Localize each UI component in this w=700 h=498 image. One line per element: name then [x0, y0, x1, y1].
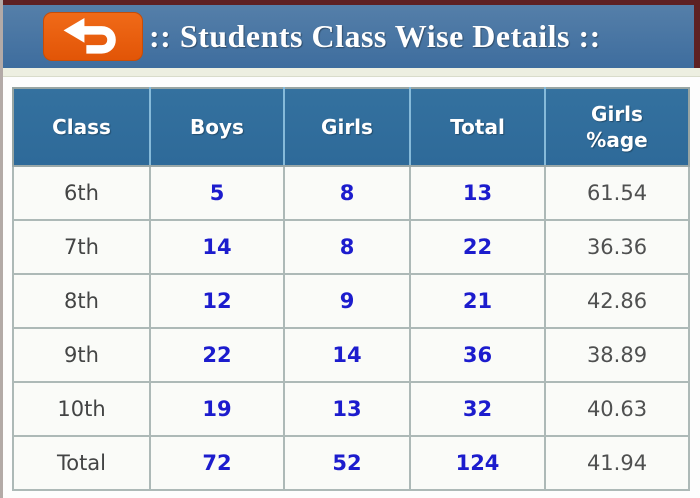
girls-pct-cell: 40.63	[544, 381, 690, 437]
total-cell: 21	[409, 273, 546, 329]
divider-strip	[3, 68, 700, 77]
back-arrow-icon	[62, 17, 124, 56]
girls-cell: 9	[283, 273, 411, 329]
students-table: Class Boys Girls Total Girls %age 6th 5 …	[12, 87, 690, 491]
class-cell: 7th	[12, 219, 151, 275]
total-cell: 32	[409, 381, 546, 437]
column-header-total: Total	[409, 88, 546, 167]
boys-cell: 72	[149, 435, 285, 491]
top-maroon-bar	[3, 0, 700, 5]
class-cell: 10th	[12, 381, 151, 437]
girls-cell: 52	[283, 435, 411, 491]
girls-pct-cell: 36.36	[544, 219, 690, 275]
table-header-row: Class Boys Girls Total Girls %age	[13, 88, 689, 167]
class-cell: 6th	[12, 165, 151, 221]
page-title: :: Students Class Wise Details ::	[149, 18, 601, 54]
class-cell: 8th	[12, 273, 151, 329]
girls-pct-cell: 41.94	[544, 435, 690, 491]
total-cell: 124	[409, 435, 546, 491]
total-cell: 22	[409, 219, 546, 275]
total-cell: 36	[409, 327, 546, 383]
total-cell: 13	[409, 165, 546, 221]
column-header-girls: Girls	[283, 88, 411, 167]
girls-pct-cell: 61.54	[544, 165, 690, 221]
column-header-girls-pct: Girls %age	[544, 88, 689, 167]
back-button[interactable]	[43, 12, 143, 61]
class-cell: Total	[12, 435, 151, 491]
girls-pct-cell: 42.86	[544, 273, 690, 329]
girls-cell: 8	[283, 219, 411, 275]
girls-cell: 13	[283, 381, 411, 437]
boys-cell: 14	[149, 219, 285, 275]
header-bar: :: Students Class Wise Details ::	[3, 5, 700, 68]
column-header-girls-pct-label: Girls %age	[586, 102, 648, 152]
girls-pct-cell: 38.89	[544, 327, 690, 383]
girls-cell: 14	[283, 327, 411, 383]
boys-cell: 19	[149, 381, 285, 437]
table-row: 6th 5 8 13 61.54	[12, 165, 690, 221]
column-header-boys: Boys	[149, 88, 285, 167]
boys-cell: 22	[149, 327, 285, 383]
class-cell: 9th	[12, 327, 151, 383]
column-header-class: Class	[13, 88, 151, 167]
table-row: 7th 14 8 22 36.36	[12, 219, 690, 275]
table-row: 10th 19 13 32 40.63	[12, 381, 690, 437]
table-row: 8th 12 9 21 42.86	[12, 273, 690, 329]
boys-cell: 5	[149, 165, 285, 221]
girls-cell: 8	[283, 165, 411, 221]
table-row: 9th 22 14 36 38.89	[12, 327, 690, 383]
table-total-row: Total 72 52 124 41.94	[12, 435, 690, 491]
boys-cell: 12	[149, 273, 285, 329]
content-area: Class Boys Girls Total Girls %age 6th 5 …	[3, 77, 700, 491]
